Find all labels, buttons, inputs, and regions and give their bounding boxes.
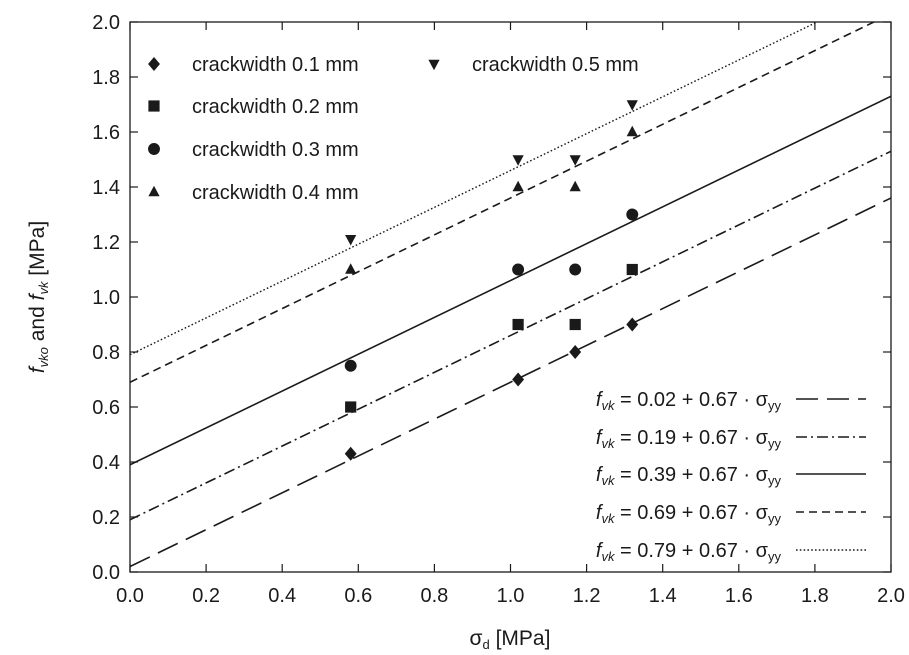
y-axis-title: fvko and fvk [MPa] [26, 221, 51, 373]
y-tick-label: 1.2 [92, 232, 120, 254]
y-tick-label: 0.4 [92, 452, 120, 474]
legend-label: crackwidth 0.5 mm [472, 54, 639, 76]
point-square [626, 263, 638, 276]
x-tick-label: 1.4 [649, 585, 677, 607]
x-axis-title: σd [MPa] [470, 627, 551, 652]
fit-lines [130, 22, 891, 568]
point-circle [569, 263, 582, 276]
x-tick-label: 0.8 [420, 585, 448, 607]
point-triangle-down [512, 155, 524, 166]
y-tick-label: 0.2 [92, 507, 120, 529]
legend-equation: fvk = 0.39 + 0.67 · σyy [596, 464, 782, 488]
fit-line-shortdash [130, 22, 876, 383]
legend-equation: fvk = 0.69 + 0.67 · σyy [596, 502, 782, 526]
fit-line-solid [130, 95, 891, 466]
point-diamond [569, 345, 582, 359]
point-triangle-up [345, 263, 357, 274]
legend-lines: fvk = 0.02 + 0.67 · σyy fvk = 0.19 + 0.67… [596, 389, 866, 564]
y-tick-label: 0.0 [92, 562, 120, 584]
y-tick-label: 1.4 [92, 177, 120, 199]
point-diamond [626, 317, 639, 332]
point-triangle-up [626, 125, 638, 137]
x-tick-label: 0.0 [116, 585, 144, 607]
x-tick-label: 0.4 [268, 585, 296, 607]
axis-ticks: 0.0 0.2 0.4 0.6 0.8 1.0 1.2 1.4 1.6 1.8 2.0 0.0 0.2 0… [92, 12, 905, 607]
point-triangle-up [512, 180, 524, 192]
y-tick-label: 1.0 [92, 287, 120, 309]
y-tick-label: 0.8 [92, 342, 120, 364]
legend-marker-triangle-down [428, 59, 440, 71]
legend-label: crackwidth 0.4 mm [192, 182, 359, 204]
point-diamond [344, 446, 357, 461]
point-circle [512, 263, 525, 276]
legend-markers: crackwidth 0.1 mm crackwidth 0.2 mm crackw… [148, 54, 639, 204]
legend-marker-circle [148, 143, 160, 155]
point-square [345, 401, 357, 413]
point-triangle-up [569, 180, 581, 192]
y-tick-label: 1.6 [92, 122, 120, 144]
legend-label: crackwidth 0.3 mm [192, 139, 359, 161]
legend-equation: fvk = 0.19 + 0.67 · σyy [596, 427, 782, 451]
data-markers [344, 100, 639, 461]
y-tick-label: 0.6 [92, 397, 120, 419]
point-triangle-down [569, 155, 581, 166]
legend-marker-square [148, 100, 160, 112]
point-triangle-down [345, 235, 357, 246]
y-tick-label: 2.0 [92, 12, 120, 34]
x-tick-label: 1.2 [573, 585, 601, 607]
x-tick-label: 1.8 [801, 585, 829, 607]
legend-equation: fvk = 0.02 + 0.67 · σyy [596, 389, 782, 413]
legend-equation: fvk = 0.79 + 0.67 · σyy [596, 540, 782, 564]
legend-label: crackwidth 0.2 mm [192, 96, 359, 118]
y-tick-label: 1.8 [92, 67, 120, 89]
legend-marker-diamond [148, 57, 160, 71]
fit-line-longdash [130, 197, 891, 568]
point-square [569, 318, 581, 331]
point-circle [626, 208, 639, 221]
x-tick-label: 1.6 [725, 585, 753, 607]
fit-line-dotted [130, 22, 819, 356]
x-tick-label: 2.0 [877, 585, 905, 607]
legend-marker-triangle-up [148, 185, 160, 197]
point-square [512, 318, 524, 331]
legend-label: crackwidth 0.1 mm [192, 54, 359, 76]
x-tick-label: 1.0 [497, 585, 525, 607]
point-triangle-down [626, 100, 638, 111]
fit-line-dashdot [130, 150, 891, 521]
point-circle [344, 359, 357, 372]
x-tick-label: 0.2 [192, 585, 220, 607]
point-diamond [512, 372, 525, 387]
x-tick-label: 0.6 [344, 585, 372, 607]
